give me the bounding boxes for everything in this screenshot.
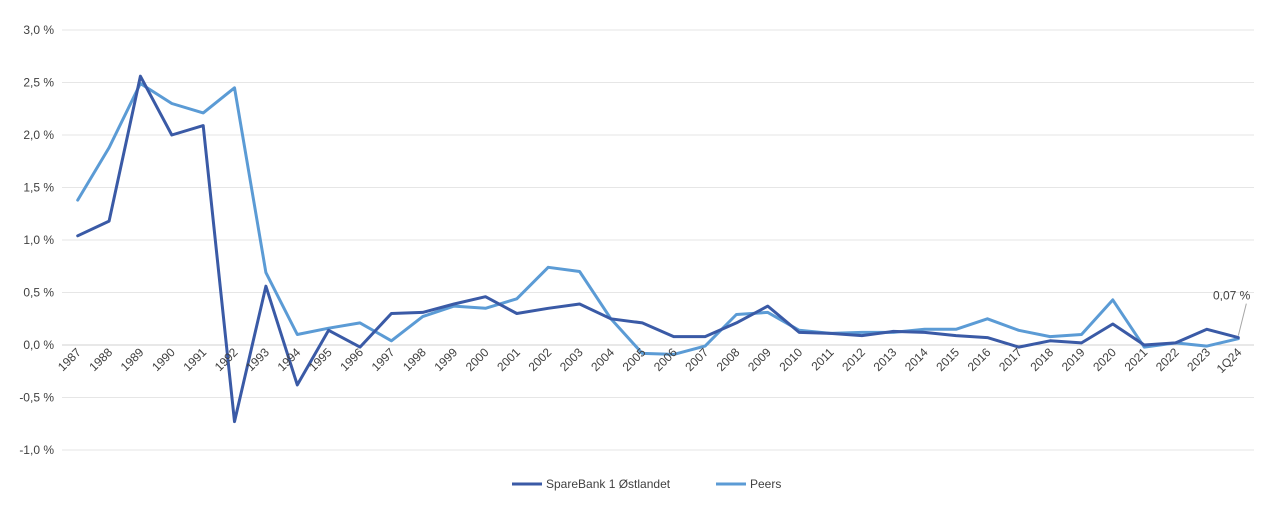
annotation-leader-line	[1237, 303, 1247, 336]
x-tick-label: 2004	[588, 345, 617, 374]
x-tick-label: 2020	[1090, 345, 1119, 374]
x-tick-label: 2018	[1027, 345, 1056, 374]
series-line-peers	[76, 82, 1240, 356]
legend-label: SpareBank 1 Østlandet	[546, 477, 671, 491]
y-tick-label: 0,5 %	[23, 286, 54, 300]
legend-label: Peers	[750, 477, 781, 491]
x-tick-label: 2000	[463, 345, 492, 374]
x-tick-label: 2011	[808, 345, 836, 373]
x-tick-label: 1993	[243, 345, 272, 374]
x-tick-label: 2008	[714, 345, 743, 374]
gridlines	[62, 29, 1254, 451]
x-tick-label: 2012	[839, 345, 868, 374]
x-tick-label: 2006	[651, 345, 680, 374]
x-tick-label: 2013	[871, 345, 900, 374]
x-tick-label: 1994	[275, 345, 304, 374]
x-tick-label: 1999	[431, 345, 460, 374]
x-tick-label: 1998	[400, 345, 429, 374]
x-tick-label: 2017	[996, 345, 1025, 374]
x-tick-label: 2007	[682, 345, 711, 374]
x-tick-label: 1997	[369, 345, 398, 374]
x-tick-label: 1988	[86, 345, 115, 374]
x-tick-label: 2001	[494, 345, 523, 374]
x-tick-label: 1990	[149, 345, 178, 374]
x-axis-ticks: 1987 1988 1989 1990 1991 1992 1993 1994 1995 1996…	[55, 345, 1245, 376]
x-tick-label: 2015	[933, 345, 962, 374]
x-tick-label: 2016	[965, 345, 994, 374]
y-tick-label: 1,5 %	[23, 181, 54, 195]
x-tick-label: 1996	[337, 345, 366, 374]
series-line-sparebank	[76, 74, 1240, 424]
series-lines	[76, 74, 1240, 424]
y-tick-label: 1,0 %	[23, 233, 54, 247]
y-tick-label: -1,0 %	[19, 443, 54, 457]
x-tick-label: 2023	[1184, 345, 1213, 374]
x-tick-label: 1Q24	[1214, 345, 1245, 376]
x-tick-label: 1995	[306, 345, 335, 374]
y-axis-ticks: -1,0 % -0,5 % 0,0 % 0,5 % 1,0 % 1,5 % 2,0 % 2,5…	[19, 23, 54, 457]
y-tick-label: 2,5 %	[23, 76, 54, 90]
annotation-label: 0,07 %	[1213, 289, 1251, 303]
x-tick-label: 2005	[620, 345, 649, 374]
x-tick-label: 1992	[212, 345, 241, 374]
x-tick-label: 1989	[118, 345, 147, 374]
x-tick-label: 2002	[526, 345, 555, 374]
y-tick-label: 0,0 %	[23, 338, 54, 352]
legend: SpareBank 1 Østlandet Peers	[512, 477, 781, 491]
x-tick-label: 2021	[1122, 345, 1151, 374]
x-tick-label: 2009	[745, 345, 774, 374]
x-tick-label: 2014	[902, 345, 931, 374]
x-tick-label: 1991	[180, 345, 209, 374]
annotations: 0,07 %	[1213, 289, 1251, 336]
y-tick-label: -0,5 %	[19, 391, 54, 405]
x-tick-label: 2003	[557, 345, 586, 374]
y-tick-label: 3,0 %	[23, 23, 54, 37]
x-tick-label: 2022	[1153, 345, 1182, 374]
x-tick-label: 1987	[55, 345, 84, 374]
x-tick-label: 2019	[1059, 345, 1088, 374]
x-tick-label: 2010	[776, 345, 805, 374]
y-tick-label: 2,0 %	[23, 128, 54, 142]
